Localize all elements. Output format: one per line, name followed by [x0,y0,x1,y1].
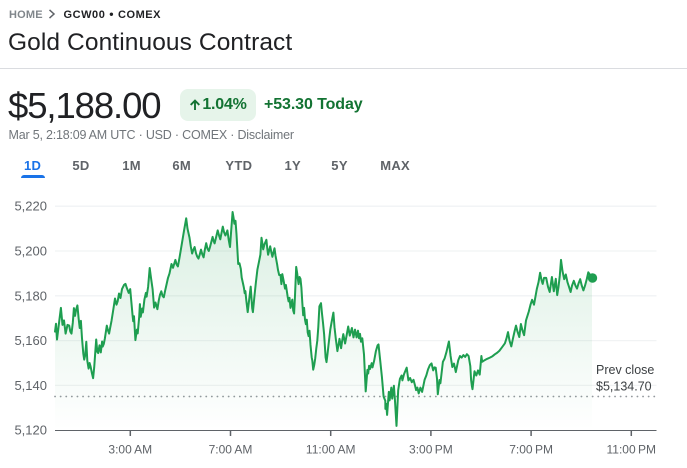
svg-text:7:00 PM: 7:00 PM [509,443,553,457]
svg-text:5,160: 5,160 [14,333,47,348]
svg-text:5,220: 5,220 [14,199,47,214]
svg-text:5,140: 5,140 [14,378,47,393]
svg-text:Prev close: Prev close [596,363,654,377]
svg-text:3:00 AM: 3:00 AM [108,443,152,457]
svg-text:11:00 PM: 11:00 PM [607,443,657,457]
svg-text:$5,134.70: $5,134.70 [596,380,652,394]
svg-text:5,120: 5,120 [14,423,47,438]
svg-text:3:00 PM: 3:00 PM [409,443,453,457]
svg-text:5,180: 5,180 [14,288,47,303]
svg-text:11:00 AM: 11:00 AM [306,443,356,457]
svg-text:5,200: 5,200 [14,244,47,259]
svg-text:7:00 AM: 7:00 AM [209,443,253,457]
